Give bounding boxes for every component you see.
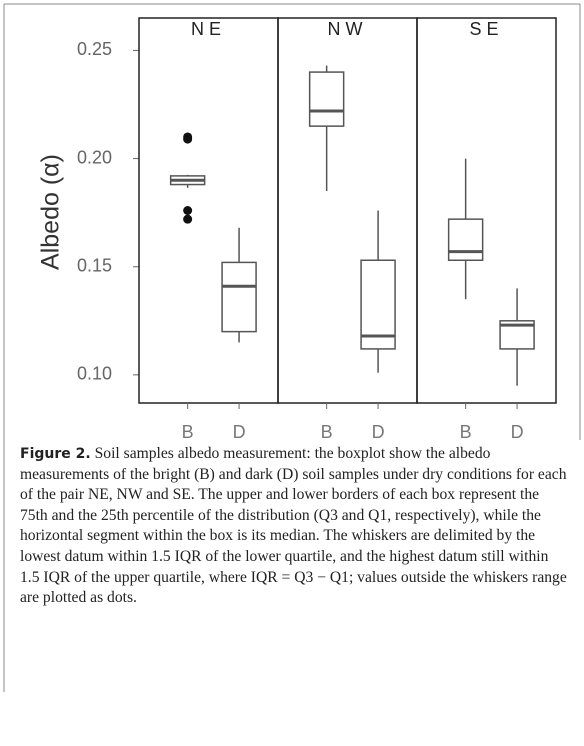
box [221, 261, 257, 333]
panel-frame [138, 17, 279, 404]
y-axis-label: Albedo (α) [37, 154, 65, 270]
outlier [183, 134, 193, 144]
outlier [183, 206, 193, 215]
box [447, 218, 484, 261]
caption-text: Soil samples albedo measurement: the box… [20, 445, 567, 607]
y-tick-label: 0.25 [77, 39, 112, 59]
x-tick-label: D [372, 422, 385, 442]
y-tick-label: 0.10 [77, 364, 112, 384]
caption-label: Figure 2. [20, 446, 91, 462]
panel-label: SE [469, 19, 503, 39]
panel-frame [416, 17, 557, 404]
x-tick-label: B [182, 422, 194, 442]
box [308, 71, 345, 127]
panel-label: NW [328, 19, 368, 39]
y-tick-label: 0.20 [77, 147, 112, 167]
caption: Figure 2. Soil samples albedo measuremen… [20, 444, 568, 609]
box [360, 259, 396, 350]
outlier [183, 214, 193, 224]
x-tick-label: D [511, 422, 524, 442]
panel-frame [277, 17, 418, 404]
x-tick-label: B [460, 422, 472, 442]
x-tick-label: D [233, 422, 246, 442]
x-tick-label: B [321, 422, 333, 442]
y-tick-label: 0.15 [77, 255, 112, 275]
panel-label: NE [191, 19, 226, 39]
